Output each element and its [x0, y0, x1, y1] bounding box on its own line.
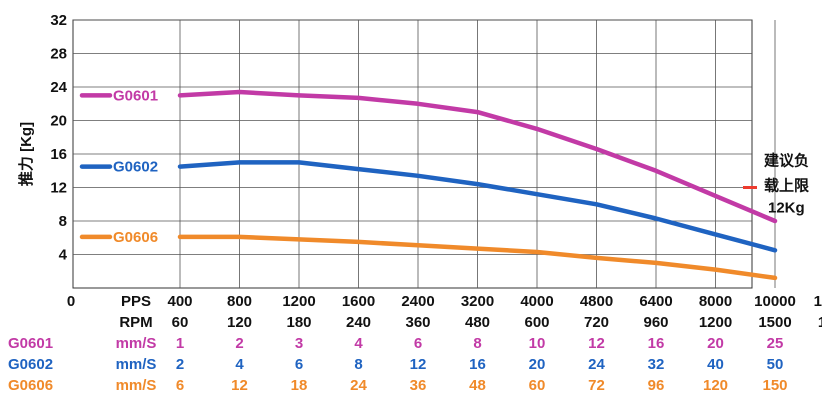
speed-row-name: G0601	[8, 335, 53, 352]
origin-label: 0	[67, 293, 75, 310]
pps-value: 8000	[699, 293, 732, 310]
pps-value: 400	[167, 293, 192, 310]
pps-value: 1600	[342, 293, 375, 310]
series-label-g0602: G0602	[113, 159, 158, 176]
speed-value: 16	[648, 335, 665, 352]
y-tick-label: 28	[50, 46, 67, 63]
speed-value: 2	[235, 335, 243, 352]
pps-value: 4800	[580, 293, 613, 310]
speed-value: 1	[176, 335, 184, 352]
speed-value: 20	[529, 356, 546, 373]
speed-value: 40	[707, 356, 724, 373]
y-tick-label: 4	[59, 247, 68, 264]
y-tick-label: 32	[50, 12, 67, 29]
speed-value: 6	[176, 377, 184, 394]
rpm-value: 180	[286, 314, 311, 331]
series-line-g0602	[177, 160, 778, 253]
speed-row-name: G0602	[8, 356, 53, 373]
pps-value: 2400	[401, 293, 434, 310]
series-label-g0601: G0601	[113, 87, 158, 104]
speed-value: 8	[354, 356, 362, 373]
speed-value: 50	[767, 356, 784, 373]
series-inline-labels: G0601 G0602 G0606	[79, 87, 158, 246]
speed-value: 48	[469, 377, 486, 394]
pps-value: 4000	[520, 293, 553, 310]
limit-label-line: 建议负	[764, 152, 809, 170]
rpm-value: 360	[405, 314, 430, 331]
rpm-row-header: RPM	[119, 314, 152, 331]
rpm-value: 1800	[818, 314, 822, 331]
pps-row-header: PPS	[121, 293, 151, 310]
speed-value: 36	[410, 377, 427, 394]
rpm-value: 480	[465, 314, 490, 331]
series-label-g0606: G0606	[113, 229, 158, 246]
y-axis: 4 8 12 16 20 24 28 32 0 推力 [Kg]	[17, 12, 75, 310]
pps-value: 12000	[814, 293, 822, 310]
speed-value: 10	[529, 335, 546, 352]
rpm-value: 960	[643, 314, 668, 331]
speed-value: 120	[703, 377, 728, 394]
rpm-value: 60	[172, 314, 189, 331]
speed-row-unit: mm/S	[116, 356, 157, 373]
rpm-value: 120	[227, 314, 252, 331]
rpm-value: 1200	[699, 314, 732, 331]
y-tick-label: 8	[59, 213, 67, 230]
speed-row-unit: mm/S	[116, 377, 157, 394]
y-tick-label: 16	[50, 146, 67, 163]
rpm-value: 1500	[758, 314, 791, 331]
speed-value: 96	[648, 377, 665, 394]
rpm-value: 600	[524, 314, 549, 331]
speed-value: 2	[176, 356, 184, 373]
rpm-value: 720	[584, 314, 609, 331]
series-line-g0606	[177, 234, 778, 281]
speed-value: 6	[414, 335, 422, 352]
speed-value: 25	[767, 335, 784, 352]
speed-value: 150	[762, 377, 787, 394]
speed-value: 12	[410, 356, 427, 373]
speed-row-name: G0606	[8, 377, 53, 394]
speed-value: 4	[235, 356, 244, 373]
pps-value: 800	[227, 293, 252, 310]
limit-label-line: 12Kg	[768, 200, 805, 217]
series-line-g0601	[177, 89, 778, 224]
pps-value: 10000	[754, 293, 796, 310]
pps-value: 6400	[639, 293, 672, 310]
speed-value: 24	[588, 356, 605, 373]
series-lines	[177, 89, 778, 281]
speed-value: 18	[291, 377, 308, 394]
speed-value: 8	[473, 335, 481, 352]
speed-value: 16	[469, 356, 486, 373]
speed-row-unit: mm/S	[116, 335, 157, 352]
rpm-value: 240	[346, 314, 371, 331]
y-axis-label: 推力 [Kg]	[17, 122, 35, 186]
speed-value: 12	[231, 377, 248, 394]
speed-value: 20	[707, 335, 724, 352]
speed-value: 3	[295, 335, 303, 352]
y-tick-label: 20	[50, 113, 67, 130]
speed-value: 12	[588, 335, 605, 352]
chart-grid	[72, 19, 776, 289]
speed-value: 32	[648, 356, 665, 373]
speed-value: 72	[588, 377, 605, 394]
pps-value: 1200	[282, 293, 315, 310]
speed-value: 6	[295, 356, 303, 373]
limit-label-line: 载上限	[764, 177, 809, 195]
speed-value: 24	[350, 377, 367, 394]
speed-value: 4	[354, 335, 363, 352]
pps-value: 3200	[461, 293, 494, 310]
y-tick-label: 12	[50, 180, 67, 197]
speed-value: 60	[529, 377, 546, 394]
y-tick-label: 24	[50, 79, 67, 96]
